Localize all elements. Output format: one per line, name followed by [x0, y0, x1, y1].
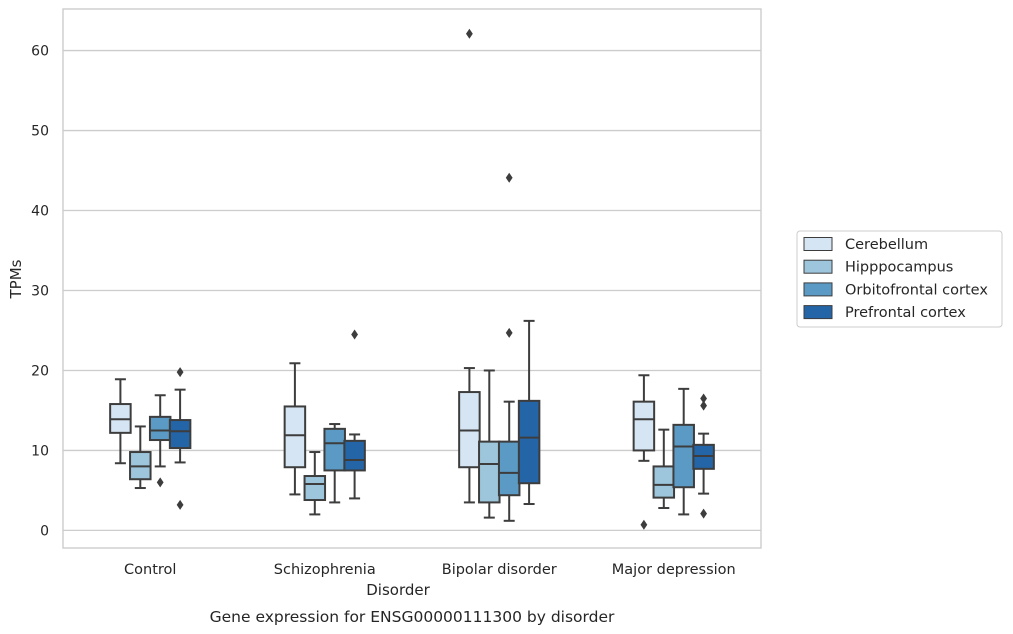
box-group	[323, 423, 346, 504]
box-iqr	[303, 475, 327, 502]
box-group	[303, 451, 327, 516]
y-tick-label: 20	[31, 363, 49, 379]
outlier-point	[351, 329, 358, 340]
x-tick-label: Major depression	[612, 562, 736, 578]
chart-caption: Gene expression for ENSG00000111300 by d…	[210, 608, 615, 626]
box-group	[652, 428, 676, 510]
legend: Cerebellum Hipppocampus Orbitofrontal cort…	[796, 230, 1003, 328]
x-axis-title: Disorder	[366, 581, 430, 599]
plot-area-frame	[62, 8, 762, 549]
legend-swatch	[803, 282, 833, 297]
y-tick-label: 30	[31, 283, 49, 299]
outlier-point	[156, 477, 164, 488]
outlier-point	[700, 400, 707, 411]
y-tick-label: 50	[31, 124, 49, 140]
y-axis-title: TPMs	[7, 259, 25, 299]
y-gridlines	[63, 49, 761, 532]
outlier-point	[700, 508, 707, 519]
y-tick-label: 40	[31, 204, 49, 220]
x-tick-label: Schizophrenia	[274, 562, 376, 578]
box-group	[478, 369, 501, 519]
box-group	[692, 393, 715, 519]
y-tick-label: 0	[40, 523, 49, 539]
box-group	[343, 329, 366, 500]
y-tick-label: 60	[31, 44, 49, 60]
outlier-point	[640, 519, 648, 530]
legend-label: Prefrontal cortex	[845, 305, 966, 321]
box-iqr	[497, 440, 521, 497]
box-group	[672, 387, 695, 516]
legend-frame	[796, 230, 1003, 328]
box-iqr	[168, 419, 192, 450]
outlier-point	[505, 172, 513, 183]
y-axis-ticks: 0 10 20 30 40 50 60	[31, 44, 49, 540]
box-group	[129, 425, 152, 490]
box-iqr	[632, 400, 656, 452]
box-group	[517, 319, 541, 506]
legend-swatch	[803, 305, 833, 320]
box-iqr	[652, 465, 676, 499]
box-iqr	[478, 440, 501, 504]
legend-label: Cerebellum	[845, 237, 928, 253]
box-series	[109, 28, 715, 530]
box-group	[148, 394, 172, 488]
box-group	[632, 374, 656, 530]
outlier-point	[466, 28, 473, 39]
box-iqr	[343, 439, 366, 472]
legend-swatch	[803, 237, 833, 251]
box-group	[168, 367, 192, 510]
box-iqr	[672, 423, 695, 489]
outlier-point	[700, 393, 707, 404]
outlier-point	[176, 367, 184, 378]
outlier-point	[176, 499, 184, 510]
box-iqr	[283, 405, 307, 469]
x-tick-label: Control	[124, 562, 176, 578]
x-axis-ticks: Control Schizophrenia Bipolar disorder Majo…	[124, 562, 736, 578]
box-group	[109, 378, 132, 465]
box-group	[458, 28, 481, 504]
legend-label: Hipppocampus	[845, 260, 953, 276]
y-tick-label: 10	[31, 443, 49, 459]
box-iqr	[517, 399, 541, 485]
box-iqr	[148, 415, 172, 442]
legend-label: Orbitofrontal cortex	[845, 282, 988, 298]
outlier-point	[505, 327, 513, 338]
box-iqr	[323, 427, 346, 472]
legend-swatch	[803, 259, 833, 274]
box-group	[497, 172, 521, 522]
x-tick-label: Bipolar disorder	[442, 562, 557, 578]
box-group	[283, 362, 307, 496]
